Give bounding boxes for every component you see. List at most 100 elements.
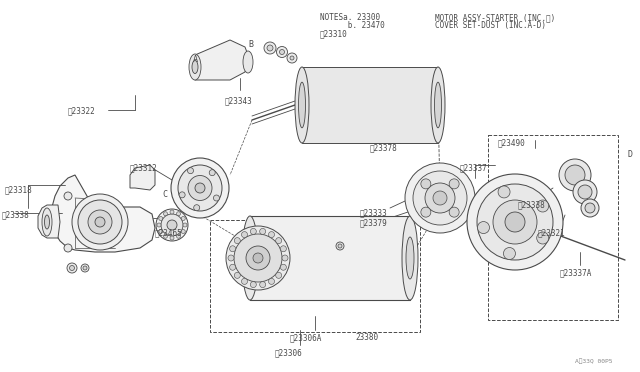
Circle shape [241, 232, 248, 238]
Circle shape [234, 234, 282, 282]
Circle shape [170, 236, 174, 240]
Text: ※23322: ※23322 [68, 106, 96, 115]
Text: ※23379: ※23379 [360, 218, 388, 227]
Ellipse shape [431, 67, 445, 143]
Ellipse shape [171, 158, 229, 218]
Circle shape [264, 42, 276, 54]
Circle shape [537, 232, 548, 244]
Circle shape [269, 278, 275, 284]
Text: ※23465: ※23465 [155, 228, 183, 237]
Circle shape [449, 179, 459, 189]
Circle shape [230, 264, 236, 270]
Circle shape [163, 212, 168, 216]
Ellipse shape [243, 51, 253, 73]
Circle shape [161, 214, 183, 236]
Text: B: B [248, 40, 253, 49]
Circle shape [181, 217, 185, 221]
Circle shape [246, 246, 270, 270]
Circle shape [181, 230, 185, 234]
Text: COVER SET-DUST (INC.A-D): COVER SET-DUST (INC.A-D) [435, 21, 546, 30]
Circle shape [163, 234, 168, 238]
Text: ※23490: ※23490 [498, 138, 525, 147]
Circle shape [405, 163, 475, 233]
Circle shape [81, 264, 89, 272]
Circle shape [287, 53, 297, 63]
Circle shape [505, 212, 525, 232]
Circle shape [159, 230, 163, 234]
Text: ※23338: ※23338 [2, 210, 29, 219]
Circle shape [156, 209, 188, 241]
Text: D: D [628, 150, 633, 159]
Bar [488, 135, 618, 320]
Polygon shape [130, 165, 155, 190]
Text: ※23337: ※23337 [460, 163, 488, 172]
Circle shape [425, 183, 455, 213]
Circle shape [253, 253, 263, 263]
Ellipse shape [242, 216, 258, 300]
Circle shape [585, 203, 595, 213]
Ellipse shape [402, 216, 418, 300]
Circle shape [581, 199, 599, 217]
Circle shape [282, 255, 288, 261]
Circle shape [234, 272, 240, 278]
Ellipse shape [435, 82, 442, 128]
Text: ※23378: ※23378 [370, 143, 397, 152]
Circle shape [67, 263, 77, 273]
Circle shape [157, 223, 161, 227]
Circle shape [177, 234, 180, 238]
Bar [210, 220, 420, 332]
Circle shape [421, 207, 431, 217]
Circle shape [250, 282, 256, 288]
Polygon shape [195, 40, 248, 80]
Polygon shape [52, 175, 155, 252]
Circle shape [280, 49, 285, 55]
Ellipse shape [188, 176, 212, 201]
Circle shape [95, 217, 105, 227]
Circle shape [559, 159, 591, 191]
Circle shape [230, 246, 236, 252]
Circle shape [269, 232, 275, 238]
Circle shape [338, 244, 342, 248]
Circle shape [336, 242, 344, 250]
Text: ※23337A: ※23337A [560, 268, 593, 277]
Circle shape [290, 56, 294, 60]
Circle shape [467, 174, 563, 270]
Ellipse shape [295, 67, 309, 143]
Circle shape [72, 194, 128, 250]
Text: NOTESa. 23300: NOTESa. 23300 [320, 13, 380, 22]
Circle shape [241, 278, 248, 284]
Circle shape [88, 210, 112, 234]
Circle shape [537, 200, 548, 212]
Text: A※33Q 00P5: A※33Q 00P5 [575, 358, 612, 363]
Circle shape [477, 184, 553, 260]
Circle shape [167, 220, 177, 230]
Ellipse shape [406, 237, 414, 279]
Text: MOTOR ASSY-STARTER (INC.※): MOTOR ASSY-STARTER (INC.※) [435, 13, 556, 22]
Ellipse shape [246, 237, 254, 279]
Text: ※23310: ※23310 [320, 29, 348, 38]
Ellipse shape [178, 165, 222, 211]
Circle shape [179, 192, 185, 198]
Circle shape [250, 228, 256, 234]
Text: ※23306: ※23306 [275, 348, 303, 357]
Text: ※23321: ※23321 [538, 228, 566, 237]
Text: A: A [193, 55, 198, 64]
Circle shape [228, 255, 234, 261]
Circle shape [276, 46, 287, 58]
Circle shape [498, 186, 510, 198]
Text: ※23312: ※23312 [130, 163, 157, 172]
Circle shape [159, 217, 163, 221]
Text: b. 23470: b. 23470 [320, 21, 385, 30]
Circle shape [565, 165, 585, 185]
Circle shape [267, 45, 273, 51]
Circle shape [280, 246, 286, 252]
Text: ※23333: ※23333 [360, 208, 388, 217]
Circle shape [260, 228, 266, 234]
Ellipse shape [298, 82, 305, 128]
Circle shape [504, 247, 515, 260]
Ellipse shape [195, 183, 205, 193]
Circle shape [578, 185, 592, 199]
Circle shape [280, 264, 286, 270]
Polygon shape [302, 67, 438, 143]
Text: ※23338: ※23338 [518, 200, 546, 209]
